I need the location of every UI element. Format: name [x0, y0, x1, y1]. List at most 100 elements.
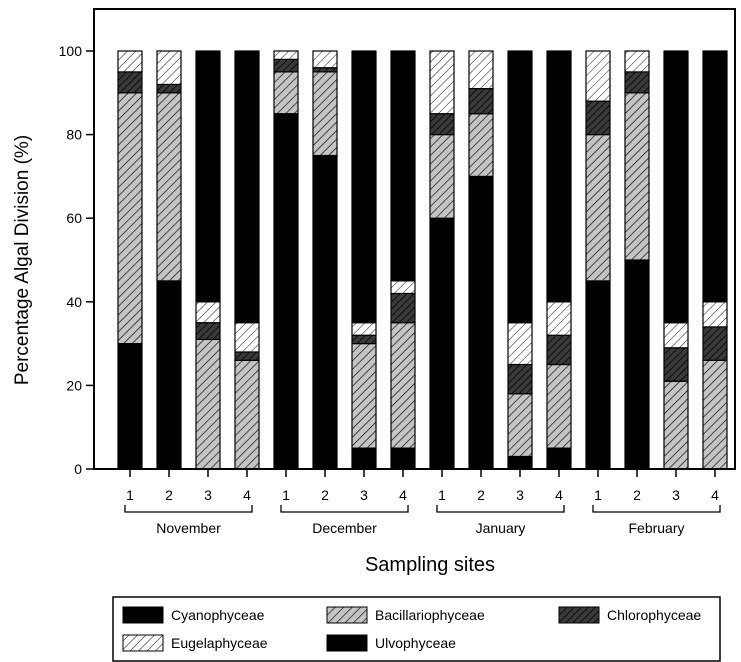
group-label-january: January	[476, 520, 526, 536]
y-tick-label: 40	[66, 294, 82, 310]
bar-segment-chlorophyceae-15	[663, 347, 689, 382]
legend-swatch-bacillariophyceae	[326, 606, 368, 624]
bar-segment-ulvophyceae-7	[351, 50, 377, 324]
bar-segment-eugelaphyceae-13	[585, 50, 611, 102]
x-tick-label: 3	[516, 487, 524, 503]
x-tick-label: 3	[672, 487, 680, 503]
bar-segment-bacillariophyceae-4	[234, 359, 260, 470]
bar-segment-ulvophyceae-12	[546, 50, 572, 303]
bar-segment-cyanophyceae-5	[273, 113, 299, 470]
bar-segment-bacillariophyceae-1	[117, 92, 143, 345]
y-tick-label: 80	[66, 127, 82, 143]
x-tick-label: 1	[282, 487, 290, 503]
legend-label-chlorophyceae: Chlorophyceae	[607, 607, 701, 623]
x-tick-label: 2	[633, 487, 641, 503]
bar-segment-chlorophyceae-2	[156, 83, 182, 94]
bar-segment-ulvophyceae-16	[702, 50, 728, 303]
bar-segment-eugelaphyceae-11	[507, 322, 533, 366]
bar-segment-chlorophyceae-8	[390, 292, 416, 324]
bar-segment-chlorophyceae-11	[507, 363, 533, 395]
x-tick-label: 2	[477, 487, 485, 503]
x-axis-label: Sampling sites	[365, 554, 495, 576]
group-label-february: February	[628, 520, 684, 536]
x-tick-label: 1	[126, 487, 134, 503]
bar-segment-chlorophyceae-12	[546, 334, 572, 366]
bar-segment-eugelaphyceae-7	[351, 322, 377, 336]
group-label-november: November	[156, 520, 221, 536]
bar-segment-bacillariophyceae-15	[663, 380, 689, 470]
bar-segment-cyanophyceae-11	[507, 455, 533, 470]
bar-segment-bacillariophyceae-16	[702, 359, 728, 470]
bar-segment-bacillariophyceae-12	[546, 363, 572, 449]
legend: Cyanophyceae Bacillariophyceae Chlorophyce…	[122, 606, 701, 652]
x-tick-label: 4	[711, 487, 719, 503]
bar-segment-eugelaphyceae-14	[624, 50, 650, 73]
bar-segment-eugelaphyceae-3	[195, 301, 221, 324]
bars-layer	[117, 50, 728, 470]
plot-frame	[93, 8, 736, 470]
x-tick-label: 1	[594, 487, 602, 503]
bar-segment-bacillariophyceae-11	[507, 393, 533, 458]
y-tick-label: 60	[66, 210, 82, 226]
bar-segment-bacillariophyceae-5	[273, 71, 299, 115]
bar-segment-cyanophyceae-14	[624, 259, 650, 470]
legend-label-bacillariophyceae: Bacillariophyceae	[375, 607, 485, 623]
bar-segment-cyanophyceae-2	[156, 280, 182, 470]
bar-segment-cyanophyceae-12	[546, 447, 572, 470]
bar-segment-bacillariophyceae-7	[351, 343, 377, 449]
bar-segment-chlorophyceae-5	[273, 58, 299, 73]
bar-segment-bacillariophyceae-8	[390, 322, 416, 449]
bar-segment-eugelaphyceae-1	[117, 50, 143, 73]
legend-swatch-ulvophyceae	[326, 634, 368, 652]
x-axis: 1 2 3 4 1 2 3 4 1 2 3 4 1 2 3 4 November December January F…	[124, 469, 721, 536]
bar-segment-eugelaphyceae-2	[156, 50, 182, 86]
bar-segment-chlorophyceae-14	[624, 71, 650, 94]
legend-label-eugelaphyceae: Eugelaphyceae	[171, 635, 268, 651]
y-tick-label: 0	[74, 461, 82, 477]
y-tick-label: 100	[59, 43, 83, 59]
x-tick-label: 1	[438, 487, 446, 503]
bar-segment-eugelaphyceae-10	[468, 50, 494, 90]
bar-segment-cyanophyceae-10	[468, 175, 494, 470]
x-tick-label: 2	[321, 487, 329, 503]
legend-swatch-chlorophyceae	[558, 606, 600, 624]
bar-segment-chlorophyceae-1	[117, 71, 143, 94]
bar-segment-chlorophyceae-4	[234, 351, 260, 361]
bar-segment-chlorophyceae-9	[429, 113, 455, 136]
bar-segment-bacillariophyceae-13	[585, 134, 611, 282]
bar-segment-chlorophyceae-3	[195, 322, 221, 341]
legend-label-ulvophyceae: Ulvophyceae	[375, 635, 456, 651]
legend-swatch-eugelaphyceae	[122, 634, 164, 652]
x-tick-label: 4	[243, 487, 251, 503]
bar-segment-cyanophyceae-6	[312, 154, 338, 470]
bar-segment-cyanophyceae-8	[390, 447, 416, 470]
group-bracket	[124, 505, 253, 513]
group-bracket	[592, 505, 721, 513]
bar-segment-bacillariophyceae-6	[312, 71, 338, 157]
x-tick-label: 2	[165, 487, 173, 503]
bar-segment-bacillariophyceae-2	[156, 92, 182, 282]
group-bracket	[280, 505, 409, 513]
legend-swatch-cyanophyceae	[122, 606, 164, 624]
bar-segment-ulvophyceae-11	[507, 50, 533, 324]
bar-segment-chlorophyceae-13	[585, 100, 611, 136]
bar-segment-eugelaphyceae-6	[312, 50, 338, 69]
bar-segment-cyanophyceae-9	[429, 217, 455, 470]
x-tick-label: 3	[204, 487, 212, 503]
y-axis: 0 20 40 60 80 100	[59, 43, 94, 477]
x-tick-label: 4	[555, 487, 563, 503]
bar-segment-ulvophyceae-8	[390, 50, 416, 282]
bar-segment-chlorophyceae-10	[468, 88, 494, 115]
group-label-december: December	[312, 520, 377, 536]
legend-label-cyanophyceae: Cyanophyceae	[171, 607, 265, 623]
bar-segment-cyanophyceae-1	[117, 343, 143, 470]
bar-segment-cyanophyceae-7	[351, 447, 377, 470]
bar-segment-eugelaphyceae-5	[273, 50, 299, 60]
bar-segment-ulvophyceae-15	[663, 50, 689, 324]
bar-segment-bacillariophyceae-3	[195, 338, 221, 470]
bar-segment-chlorophyceae-16	[702, 326, 728, 361]
legend-box	[112, 596, 721, 662]
bar-segment-eugelaphyceae-4	[234, 322, 260, 353]
y-axis-label: Percentage Algal Division (%)	[12, 135, 33, 385]
